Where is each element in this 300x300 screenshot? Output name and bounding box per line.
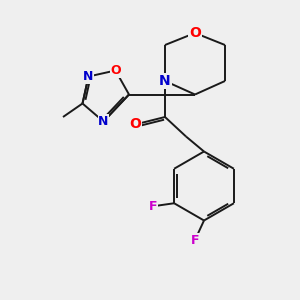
Text: N: N (159, 74, 171, 88)
Text: N: N (83, 70, 94, 83)
Text: O: O (110, 64, 121, 77)
Text: O: O (189, 26, 201, 40)
Text: O: O (129, 118, 141, 131)
Text: F: F (149, 200, 158, 213)
Text: N: N (98, 115, 109, 128)
Text: F: F (191, 233, 199, 247)
